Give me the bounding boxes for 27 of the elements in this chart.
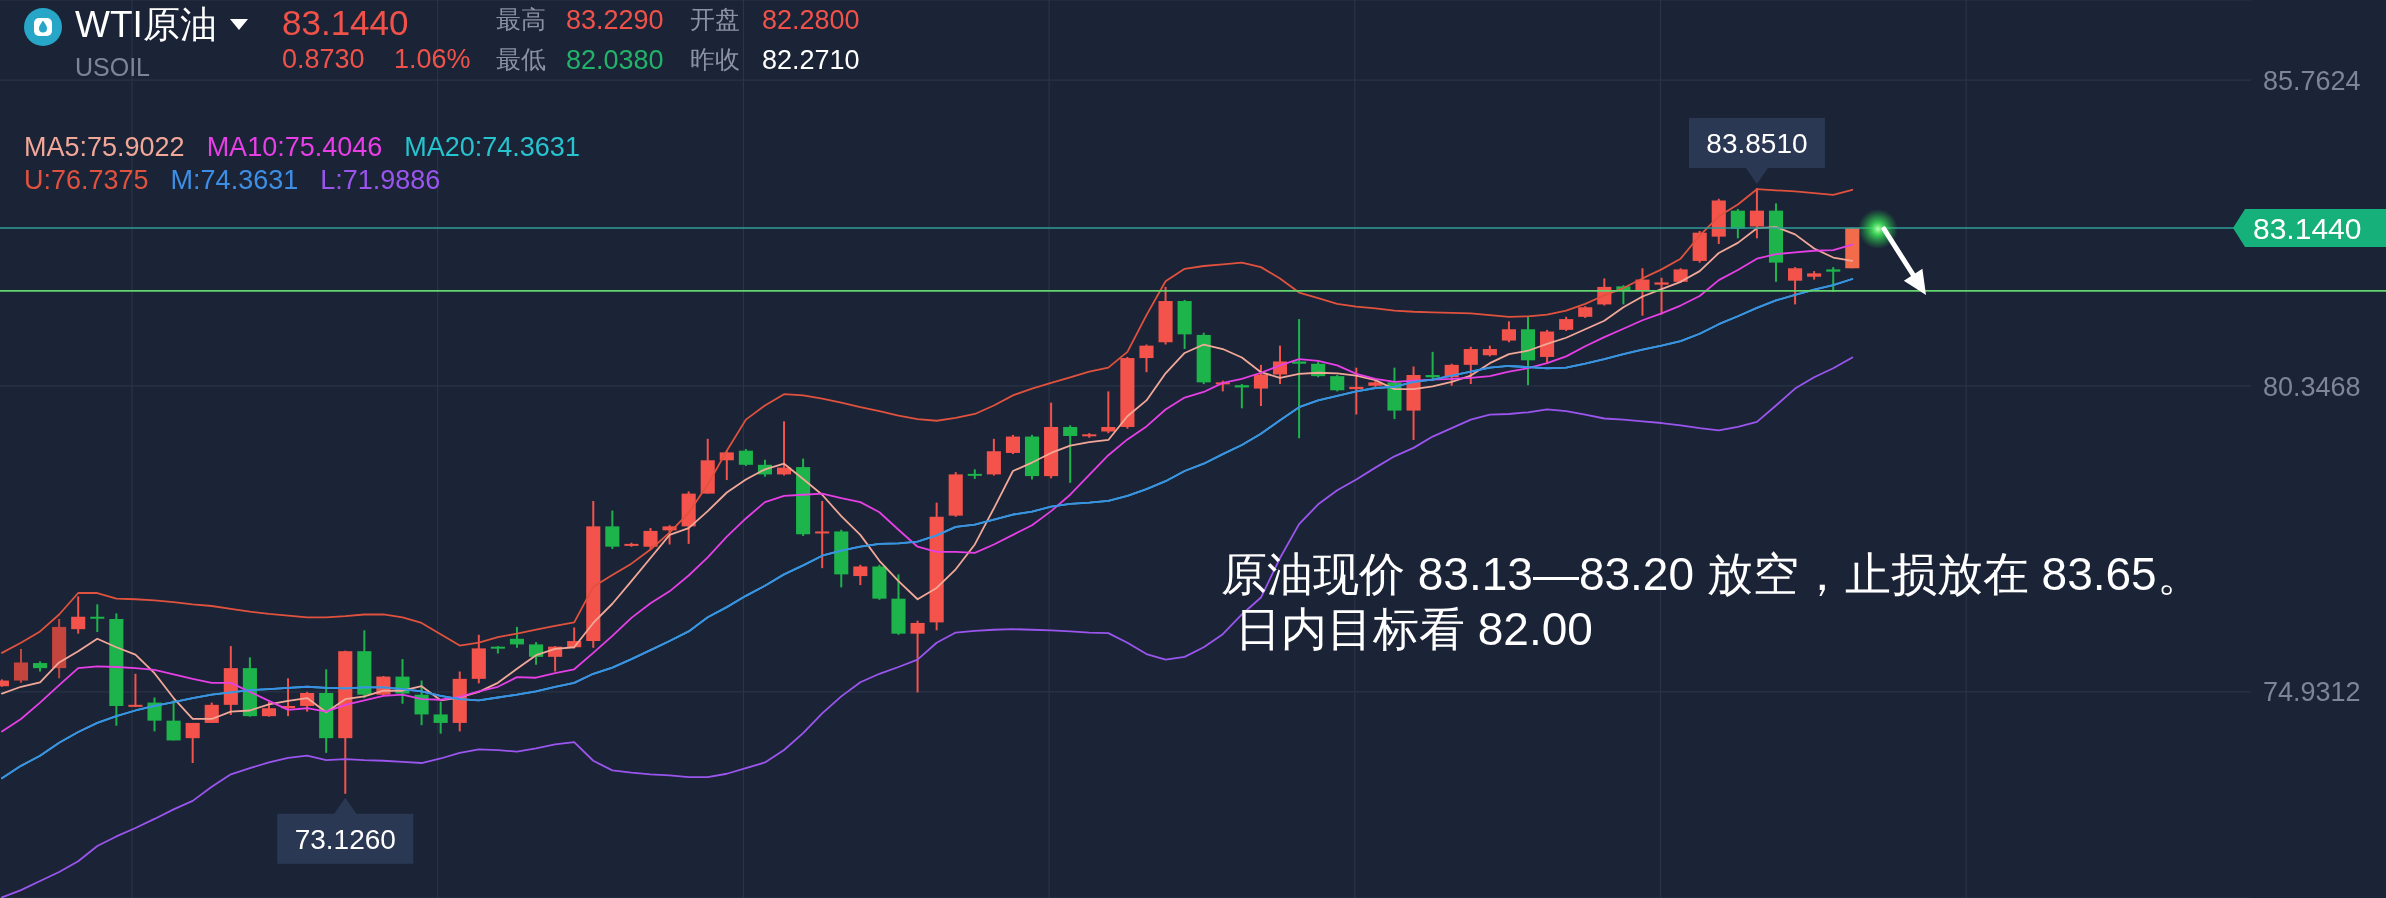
annotation: 83.1440: [282, 3, 409, 42]
text: MA20:74.3631: [404, 132, 580, 162]
text: MA10:75.4046: [206, 132, 383, 162]
annotation: 82.2800: [762, 5, 860, 35]
annotation: 日内目标看 82.00: [1235, 603, 1593, 655]
chart-title: WTI原油: [75, 4, 217, 45]
text: USOIL: [75, 53, 151, 81]
annotation: 73.1260: [294, 823, 396, 855]
annotation: 83.1440: [2253, 211, 2362, 245]
text: MA5:75.9022: [24, 132, 185, 162]
annotation: 最高: [496, 5, 546, 33]
annotation: 82.2710: [762, 45, 860, 75]
annotation: 开盘: [690, 5, 740, 33]
y-tick-label: 80.3468: [2263, 371, 2361, 402]
y-tick-label: 85.7624: [2263, 65, 2361, 96]
text: L:71.9886: [320, 165, 441, 195]
annotation: 82.0380: [566, 45, 664, 75]
annotation: 0.8730: [282, 44, 365, 74]
annotation: 原油现价 83.13—83.20 放空，止损放在 83.65。: [1221, 548, 2203, 600]
annotation: 1.06%: [394, 44, 471, 74]
annotation: 83.8510: [1706, 128, 1808, 160]
y-tick-label: 74.9312: [2263, 677, 2361, 708]
annotation: 昨收: [690, 45, 740, 73]
annotation: 83.2290: [566, 5, 664, 35]
text: U:76.7375: [24, 165, 149, 195]
annotation: 最低: [496, 45, 546, 73]
text: M:74.3631: [170, 165, 299, 195]
